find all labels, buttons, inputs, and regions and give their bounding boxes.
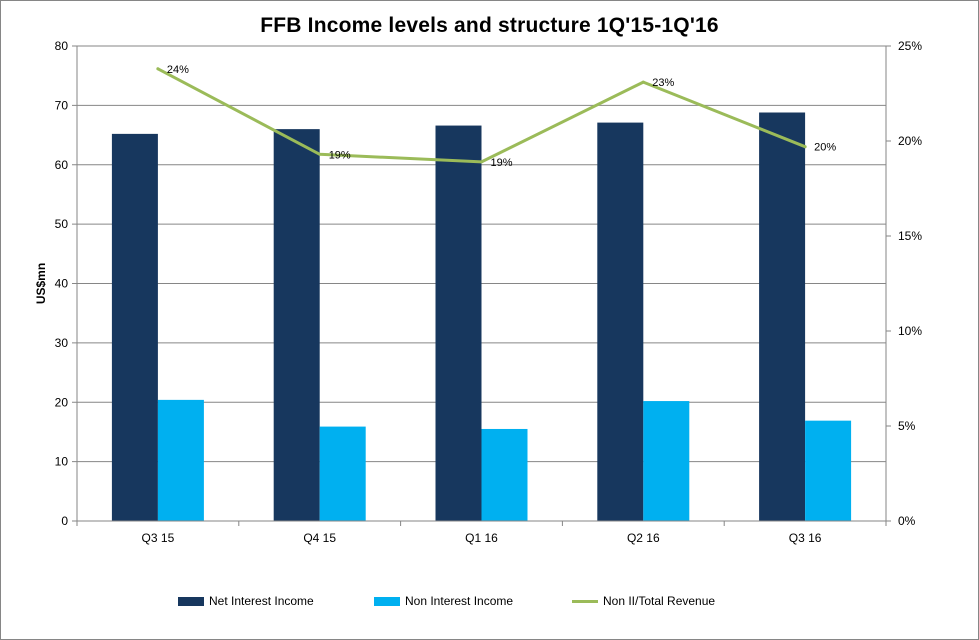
chart-title: FFB Income levels and structure 1Q'15-1Q… <box>260 14 719 37</box>
data-label: 23% <box>652 77 674 89</box>
legend-swatch-non-interest-income <box>374 596 400 606</box>
y-tick-label: 50 <box>55 217 69 231</box>
x-tick-label: Q3 16 <box>789 531 822 545</box>
bar-net-interest-income <box>273 129 320 521</box>
bars <box>111 112 852 521</box>
bar-non-interest-income <box>643 401 690 521</box>
labels: 0 10 20 30 40 50 60 70 80 0% 5% 10% 15% 20% 25% Q3 15 Q4… <box>34 39 922 545</box>
line-point <box>318 152 322 156</box>
y2-tick-label: 20% <box>898 134 922 148</box>
y-tick-label: 60 <box>55 158 69 172</box>
y2-tick-label: 0% <box>898 514 916 528</box>
line-point <box>480 160 483 164</box>
y-tick-label: 30 <box>55 336 69 350</box>
bar-net-interest-income <box>435 125 482 521</box>
y2-tick-label: 25% <box>898 39 922 53</box>
bar-net-interest-income <box>111 133 158 521</box>
bar-non-interest-income <box>481 428 528 521</box>
y-tick-label: 10 <box>55 455 69 469</box>
legend-label-net-interest-income: Net Interest Income <box>209 594 314 608</box>
line-point <box>156 67 160 71</box>
legend-entry-non-ii-total-revenue: Non II/Total Revenue <box>572 592 715 610</box>
legend-swatch-non-ii-total-revenue <box>572 599 598 603</box>
legend-entry-non-interest-income: Non Interest Income <box>374 592 513 610</box>
data-label: 19% <box>491 157 513 169</box>
x-tick-label: Q2 16 <box>627 531 660 545</box>
data-label: 20% <box>814 142 836 154</box>
bar-net-interest-income <box>759 112 806 521</box>
x-tick-label: Q4 15 <box>303 531 336 545</box>
y-tick-label: 80 <box>55 39 69 53</box>
data-label: 19% <box>329 149 351 161</box>
legend: Net Interest Income Non Interest Income … <box>0 592 979 610</box>
bar-non-interest-income <box>157 399 204 521</box>
y-tick-label: 0 <box>61 514 68 528</box>
x-tick-label: Q1 16 <box>465 531 498 545</box>
ratio-line <box>156 67 807 164</box>
data-label: 24% <box>167 64 189 76</box>
y-tick-label: 70 <box>55 98 69 112</box>
bar-non-interest-income <box>319 426 366 521</box>
bar-net-interest-income <box>597 122 644 521</box>
bar-non-interest-income <box>805 420 852 521</box>
y2-tick-label: 5% <box>898 419 916 433</box>
line-point <box>803 145 807 149</box>
legend-label-non-ii-total-revenue: Non II/Total Revenue <box>603 594 716 608</box>
y-tick-label: 20 <box>55 395 69 409</box>
y2-tick-label: 10% <box>898 324 922 338</box>
y2-tick-label: 15% <box>898 229 922 243</box>
y-tick-label: 40 <box>55 277 69 291</box>
axes <box>72 45 891 526</box>
legend-swatch-net-interest-income <box>178 596 204 606</box>
line-point <box>641 80 645 84</box>
x-tick-label: Q3 15 <box>142 531 175 545</box>
legend-entry-net-interest-income: Net Interest Income <box>178 592 314 610</box>
y-axis-title: US$mn <box>34 263 48 304</box>
legend-label-non-interest-income: Non Interest Income <box>405 594 514 608</box>
